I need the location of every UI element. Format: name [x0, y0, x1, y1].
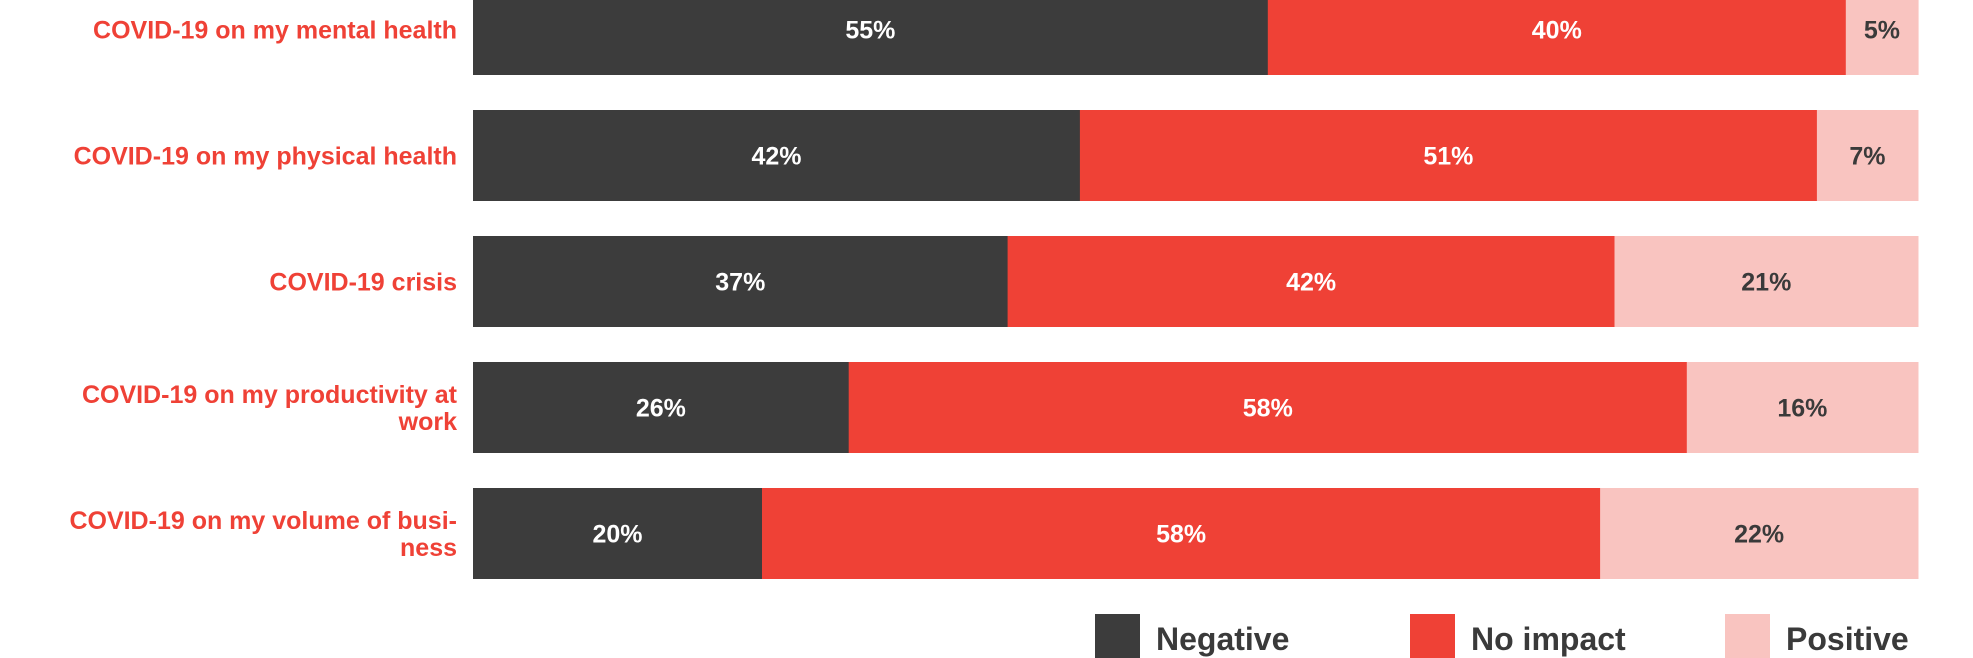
bar-segment-no-impact: [1079, 110, 1818, 201]
category-label-line: COVID-19 on my volume of busi-: [69, 507, 457, 535]
category-label-line: COVID-19 on my mental health: [93, 17, 457, 45]
data-label: 7%: [1849, 143, 1885, 171]
legend-swatch: [1410, 614, 1455, 658]
bar-segment-negative: [473, 362, 850, 453]
legend-label: Positive: [1786, 621, 1909, 657]
category-label-line: COVID-19 on my productivity at: [82, 381, 458, 409]
legend-label: No impact: [1471, 621, 1626, 657]
bar-segment-no-impact: [1267, 0, 1847, 75]
category-label: COVID-19 on my productivity at work: [82, 381, 458, 436]
legend-label: Negative: [1156, 621, 1289, 657]
bar-segment-positive: [1614, 236, 1919, 327]
category-label: COVID-19 on my volume of busi-ness: [69, 507, 457, 562]
bar-segment-no-impact: [1007, 236, 1615, 327]
category-labels: COVID-19 on my mental health COVID-19 on …: [69, 17, 457, 563]
bar-segment-no-impact: [762, 488, 1601, 579]
legend-swatch: [1095, 614, 1140, 658]
data-label: 42%: [751, 143, 801, 171]
bar-segment-positive: [1816, 110, 1919, 201]
category-label: COVID-19 on my mental health: [93, 17, 457, 45]
bar-segment-negative: [473, 0, 1269, 75]
data-label: 42%: [1286, 269, 1336, 297]
bar-segment-positive: [1845, 0, 1919, 75]
data-label: 20%: [592, 521, 642, 549]
category-label-line: COVID-19 on my physical health: [74, 143, 457, 171]
category-label: COVID-19 crisis: [269, 269, 457, 297]
bar-segment-negative: [473, 110, 1081, 201]
data-label: 5%: [1864, 17, 1900, 45]
bar-segment-negative: [473, 236, 1009, 327]
bar-segment-positive: [1600, 488, 1919, 579]
data-label: 22%: [1734, 521, 1784, 549]
category-label-line: work: [398, 408, 457, 436]
data-label: 21%: [1741, 269, 1791, 297]
data-label: 58%: [1156, 521, 1206, 549]
data-label: 37%: [715, 269, 765, 297]
legend-swatch: [1725, 614, 1770, 658]
category-label-line: ness: [400, 534, 457, 562]
bar-segment-negative: [473, 488, 763, 579]
data-label: 16%: [1777, 395, 1827, 423]
bar-area: 55% 40% 5% 42% 51% 7% 37% 42% 21% 26% 58% 16% 20% 58%…: [473, 0, 1919, 579]
data-label: 51%: [1423, 143, 1473, 171]
bar-segment-positive: [1686, 362, 1919, 453]
category-label: COVID-19 on my physical health: [74, 143, 457, 171]
data-label: 26%: [636, 395, 686, 423]
bar-segment-no-impact: [848, 362, 1688, 453]
data-label: 58%: [1243, 395, 1293, 423]
data-label: 40%: [1532, 17, 1582, 45]
data-label: 55%: [845, 17, 895, 45]
category-label-line: COVID-19 crisis: [269, 269, 457, 297]
legend: Negative No impact Positive: [1095, 614, 1909, 658]
